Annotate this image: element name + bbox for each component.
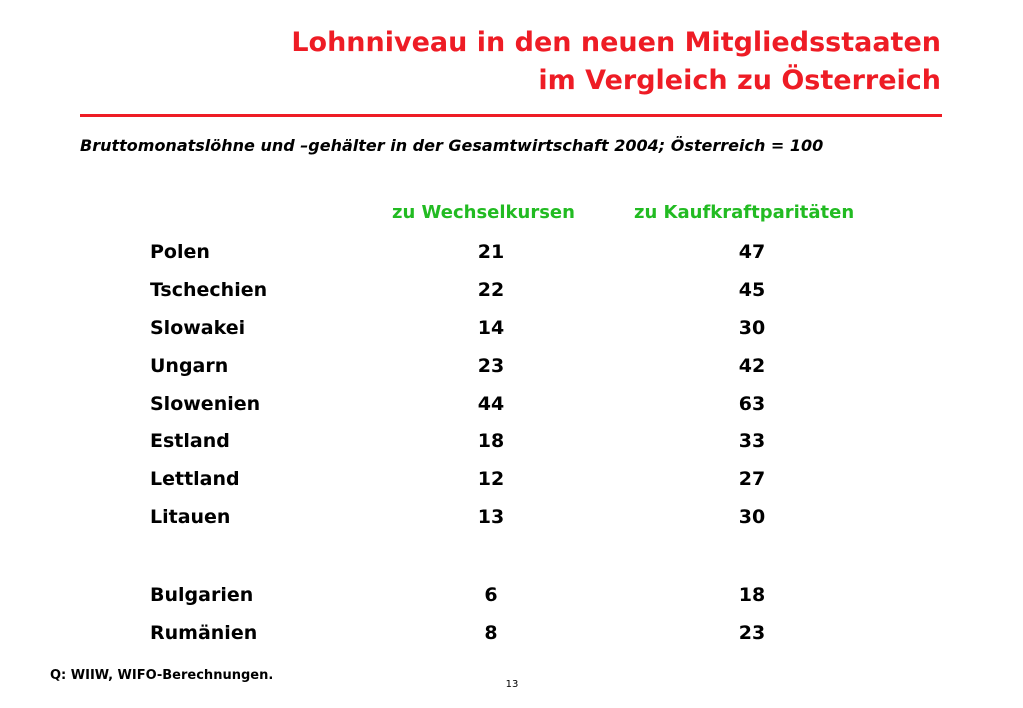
column-header-ppp: zu Kaufkraftparitäten bbox=[634, 202, 855, 223]
country-name: Ungarn bbox=[150, 355, 229, 377]
table-row: Bulgarien 6 18 bbox=[0, 584, 1023, 614]
value-ppp: 23 bbox=[738, 622, 766, 644]
source-note: Q: WIIW, WIFO-Berechnungen. bbox=[50, 668, 274, 683]
value-ppp: 30 bbox=[738, 506, 766, 528]
country-name: Bulgarien bbox=[150, 584, 254, 606]
country-name: Estland bbox=[150, 430, 230, 452]
country-name: Tschechien bbox=[150, 279, 268, 301]
subtitle: Bruttomonatslöhne und –gehälter in der G… bbox=[80, 136, 824, 155]
value-ppp: 30 bbox=[738, 317, 766, 339]
slide-title: Lohnniveau in den neuen Mitgliedsstaaten… bbox=[291, 24, 941, 100]
table-row: Tschechien 22 45 bbox=[0, 279, 1023, 309]
value-exchange-rate: 8 bbox=[484, 622, 498, 644]
country-name: Lettland bbox=[150, 468, 240, 490]
value-ppp: 63 bbox=[738, 393, 766, 415]
value-exchange-rate: 6 bbox=[484, 584, 498, 606]
title-line-1: Lohnniveau in den neuen Mitgliedsstaaten bbox=[291, 27, 941, 58]
value-exchange-rate: 21 bbox=[477, 241, 505, 263]
table-row: Slowenien 44 63 bbox=[0, 393, 1023, 423]
table-row: Litauen 13 30 bbox=[0, 506, 1023, 536]
table-row: Lettland 12 27 bbox=[0, 468, 1023, 498]
column-header-exchange-rates: zu Wechselkursen bbox=[392, 202, 575, 223]
value-exchange-rate: 23 bbox=[477, 355, 505, 377]
table-row: Ungarn 23 42 bbox=[0, 355, 1023, 385]
value-ppp: 45 bbox=[738, 279, 766, 301]
country-name: Slowenien bbox=[150, 393, 261, 415]
country-name: Rumänien bbox=[150, 622, 258, 644]
value-exchange-rate: 18 bbox=[477, 430, 505, 452]
page-number: 13 bbox=[505, 679, 519, 690]
title-divider bbox=[80, 114, 942, 117]
table-row: Slowakei 14 30 bbox=[0, 317, 1023, 347]
value-exchange-rate: 13 bbox=[477, 506, 505, 528]
country-name: Polen bbox=[150, 241, 210, 263]
value-exchange-rate: 44 bbox=[477, 393, 505, 415]
value-ppp: 27 bbox=[738, 468, 766, 490]
value-ppp: 42 bbox=[738, 355, 766, 377]
value-exchange-rate: 22 bbox=[477, 279, 505, 301]
value-exchange-rate: 12 bbox=[477, 468, 505, 490]
country-name: Litauen bbox=[150, 506, 231, 528]
title-line-2: im Vergleich zu Österreich bbox=[538, 65, 941, 96]
value-ppp: 47 bbox=[738, 241, 766, 263]
table-row: Polen 21 47 bbox=[0, 241, 1023, 271]
value-exchange-rate: 14 bbox=[477, 317, 505, 339]
table-row: Rumänien 8 23 bbox=[0, 622, 1023, 652]
value-ppp: 18 bbox=[738, 584, 766, 606]
table-row: Estland 18 33 bbox=[0, 430, 1023, 460]
value-ppp: 33 bbox=[738, 430, 766, 452]
country-name: Slowakei bbox=[150, 317, 246, 339]
